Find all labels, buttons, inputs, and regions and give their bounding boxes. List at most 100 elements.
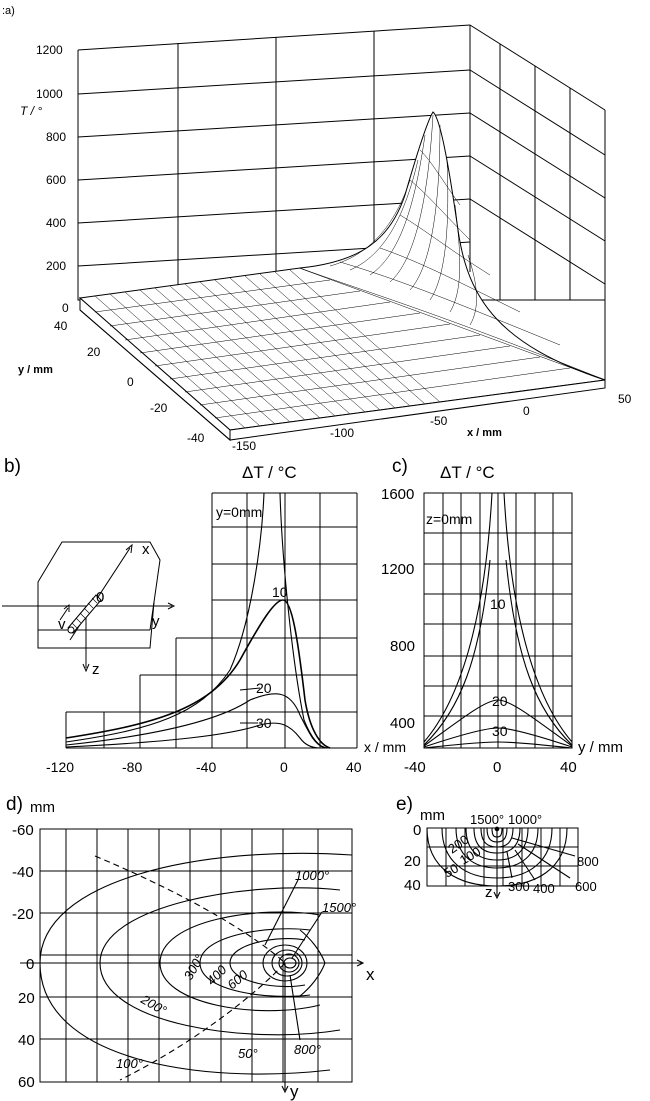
panel-d-label: d): [6, 794, 23, 815]
isotherm-label: 100°: [116, 1056, 143, 1071]
panel-a-x-axis-label: x / mm: [467, 427, 502, 439]
isotherm-label: 400: [533, 881, 555, 896]
panel-c-title: ΔT / °C: [440, 463, 495, 482]
panel-a-y-ticks: 40 20 0 -20 -40: [54, 319, 205, 445]
y-tick: 40: [18, 1032, 35, 1049]
x-tick: 40: [346, 759, 362, 775]
panel-d: d) mm: [6, 794, 375, 1101]
panel-d-y-ticks: -60 -40 -20 0 20 40 60: [12, 822, 35, 1091]
y-tick: 800: [390, 638, 415, 655]
x-tick: -80: [122, 759, 142, 775]
panel-b-curve-labels: 10 20 30: [256, 584, 288, 731]
panel-c-curve-labels: 10 20 30: [490, 596, 508, 739]
panel-c-label: c): [392, 456, 408, 477]
curve-label: 30: [256, 715, 272, 731]
inset-y-label: y: [152, 613, 160, 630]
y-tick: 40: [54, 319, 68, 333]
inset-x-label: x: [142, 541, 150, 558]
isotherm-label: 300: [508, 879, 530, 894]
curve-label: 10: [272, 584, 288, 600]
isotherm-label: 50°: [238, 1046, 258, 1061]
panel-a-y-axis-label: y / mm: [18, 364, 53, 376]
z-tick: 600: [46, 173, 66, 187]
isotherm-label: 1500°: [470, 812, 504, 827]
panel-b-curve-note: y=0mm: [216, 504, 262, 520]
x-tick: -100: [330, 426, 354, 440]
panel-d-x-axis-label: x: [366, 965, 375, 984]
x-tick: 0: [523, 404, 530, 418]
panel-a-z-ticks: 1200 1000 800 600 400 200 0: [36, 43, 69, 315]
y-tick: 1600: [381, 486, 414, 503]
y-tick: -40: [12, 864, 34, 881]
panel-a-surface: [78, 111, 606, 442]
y-tick: -40: [187, 431, 205, 445]
x-tick: 50: [618, 392, 632, 406]
panel-e-isotherm-lines: [426, 826, 576, 900]
curve-label: 30: [492, 723, 508, 739]
isotherm-label: 1500°: [322, 900, 356, 915]
panel-c-x-ticks: -40 0 40: [404, 759, 577, 776]
y-tick: 0: [26, 956, 34, 973]
panel-d-isotherm-labels: 1000° 1500° 600 400 300° 200° 100° 50° 8…: [116, 868, 356, 1071]
y-tick: -20: [150, 401, 168, 415]
panel-e-unit: mm: [420, 807, 445, 824]
inset-z-label: z: [92, 661, 100, 678]
curve-label: 20: [492, 693, 508, 709]
z-tick: 800: [46, 130, 66, 144]
y-tick: 400: [390, 715, 415, 732]
panel-a-label: :a): [2, 5, 15, 17]
panel-a-z-axis-label: T / °: [20, 104, 42, 118]
panel-b-inset: x y z v 0: [2, 541, 176, 678]
y-tick: -20: [12, 906, 34, 923]
z-tick: 0: [62, 301, 69, 315]
panel-e: e) mm: [396, 794, 599, 901]
isotherm-label: 1000°: [295, 868, 329, 883]
x-tick: -40: [196, 759, 216, 775]
panel-d-y-axis-label: y: [290, 1082, 299, 1101]
y-tick: 20: [404, 853, 421, 870]
curve-label: 10: [490, 596, 506, 612]
panel-a-x-ticks: -150 -100 -50 0 50: [232, 392, 632, 453]
panel-b-grid: [65, 492, 358, 749]
panel-c-curve-note: z=0mm: [426, 511, 472, 527]
z-tick: 1000: [36, 87, 63, 101]
panel-c: c) ΔT / °C z=0mm: [381, 456, 623, 776]
y-tick: 0: [413, 822, 421, 839]
x-tick: -120: [46, 759, 74, 775]
x-tick: 0: [493, 759, 501, 776]
panel-a-back-wall: [77, 24, 606, 380]
isotherm-label: 1000°: [508, 812, 542, 827]
y-tick: 20: [87, 345, 101, 359]
panel-b-x-ticks: -120 -80 -40 0 40: [46, 759, 362, 775]
panel-b-title: ΔT / °C: [242, 463, 297, 482]
z-tick: 400: [46, 216, 66, 230]
y-tick: 20: [18, 990, 35, 1007]
isotherm-label: 50: [441, 860, 461, 880]
isotherm-label: 800: [577, 854, 599, 869]
panel-d-grid: [39, 828, 353, 1083]
isotherm-label: 600: [575, 879, 597, 894]
z-tick: 1200: [36, 43, 63, 57]
y-tick: -60: [12, 822, 34, 839]
panel-c-grid: [423, 492, 573, 749]
panel-b-label: b): [4, 456, 21, 477]
panel-d-unit: mm: [30, 799, 55, 816]
inset-v-label: v: [58, 616, 66, 633]
panel-d-isotherm-lines: [20, 852, 365, 1094]
y-tick: 40: [404, 877, 421, 894]
curve-label: 20: [256, 680, 272, 696]
panel-b: b) ΔT / °C y=0mm: [2, 456, 406, 775]
panel-e-z-axis-label: z: [485, 884, 493, 901]
x-tick: 40: [560, 759, 577, 776]
x-tick: 0: [280, 759, 288, 775]
isotherm-label: 200°: [138, 991, 170, 1018]
x-tick: -50: [430, 414, 448, 428]
panel-b-x-axis-label: x / mm: [364, 739, 406, 755]
isotherm-label: 800°: [294, 1042, 321, 1057]
y-tick: 60: [18, 1074, 35, 1091]
inset-origin-label: 0: [96, 589, 104, 606]
panel-c-curves: [423, 492, 573, 749]
x-tick: -150: [232, 439, 256, 453]
y-tick: 0: [127, 375, 134, 389]
